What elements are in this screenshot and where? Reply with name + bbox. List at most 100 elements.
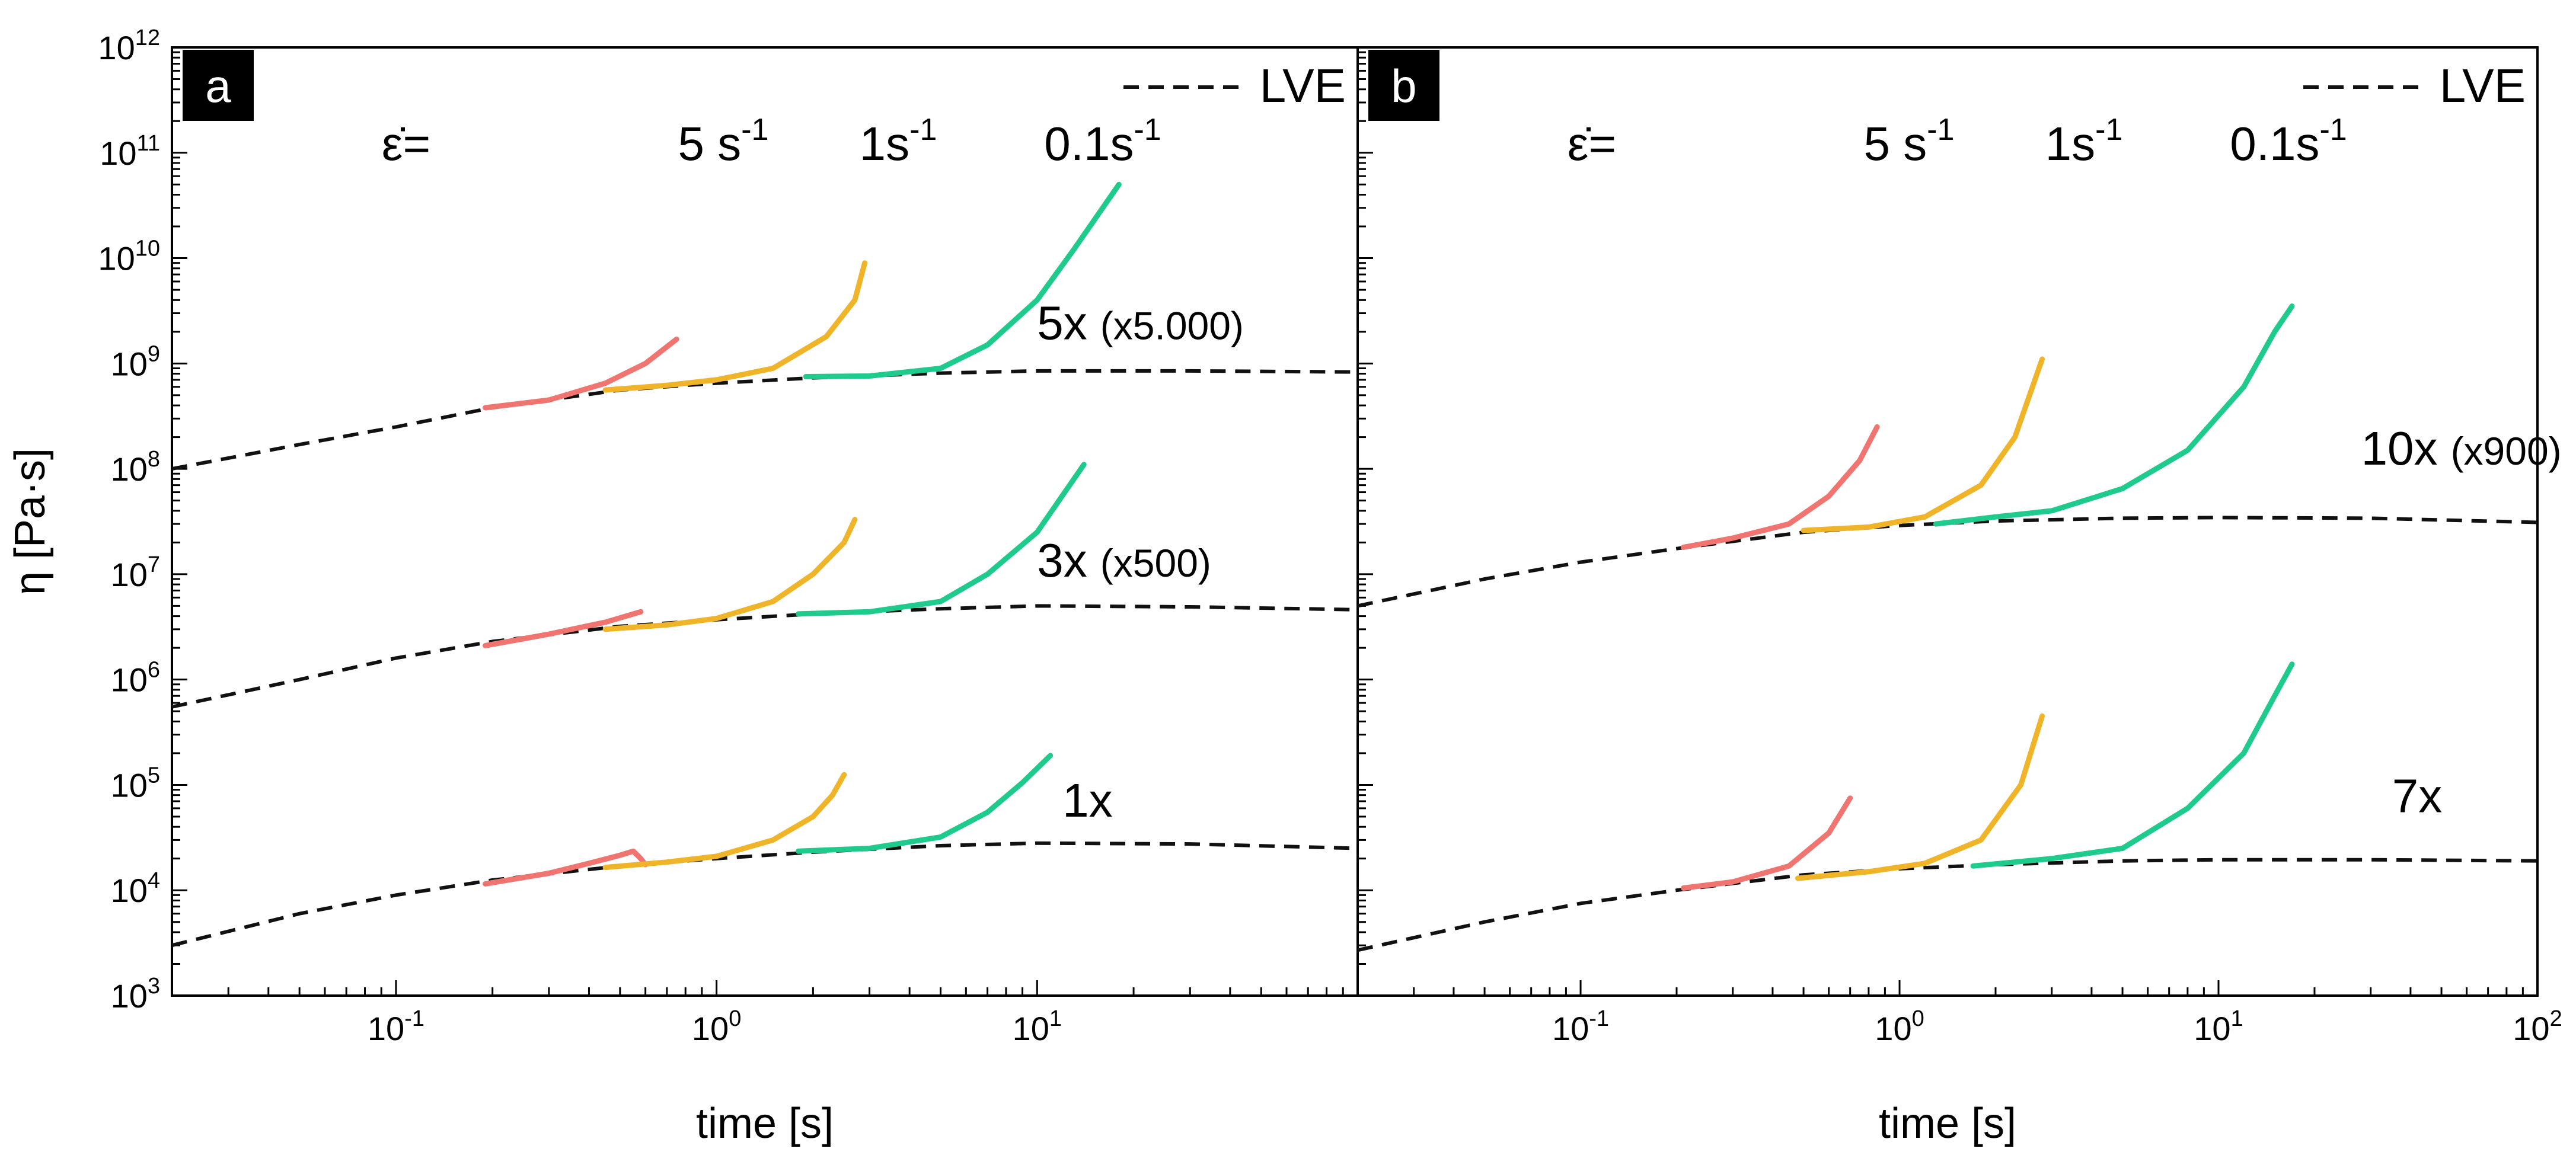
y-tick-label-base: 10 bbox=[111, 977, 148, 1015]
x-axis-label: time [s] bbox=[1879, 1100, 2016, 1147]
rate-unit-exp: -1 bbox=[1134, 113, 1161, 147]
rate-unit-exp: -1 bbox=[2319, 113, 2347, 147]
data-series-line bbox=[1933, 303, 2295, 527]
multiplier-value: 10x bbox=[2361, 422, 2438, 475]
multiplier-value: 7x bbox=[2392, 770, 2443, 823]
panel-letter: a bbox=[205, 60, 231, 112]
x-tick-label-exp: 1 bbox=[1049, 1006, 1062, 1031]
y-tick-label-exp: 5 bbox=[148, 763, 160, 788]
rate-label: 1s-1 bbox=[860, 113, 937, 170]
multiplier-label: 3x (x500) bbox=[1037, 534, 1211, 587]
x-tick-label-exp: 0 bbox=[729, 1006, 741, 1031]
y-tick-label-base: 10 bbox=[98, 29, 135, 66]
x-tick-label-base: 10 bbox=[368, 1010, 404, 1047]
y-tick-label-exp: 12 bbox=[135, 25, 160, 50]
x-tick-label-exp: 0 bbox=[1912, 1006, 1924, 1031]
shift-factor: (x900) bbox=[2451, 429, 2562, 473]
rate-label: 1s-1 bbox=[2045, 113, 2123, 170]
panel-badge bbox=[183, 50, 254, 121]
series-group bbox=[1357, 303, 2538, 952]
legend-label: LVE bbox=[1260, 59, 1346, 112]
data-series-line bbox=[483, 609, 644, 648]
legend: LVE bbox=[1123, 59, 1346, 112]
rate-prefix: ε̇= bbox=[382, 117, 430, 170]
rate-value: 5 s bbox=[678, 117, 742, 170]
data-series-line bbox=[602, 772, 847, 871]
series-group bbox=[171, 181, 1358, 948]
y-tick-label: 104 bbox=[111, 868, 160, 909]
annotations: 10x (x900) 7x bbox=[2361, 422, 2562, 823]
rate-label: 0.1s-1 bbox=[1044, 113, 1161, 170]
y-tick-label-exp: 3 bbox=[148, 974, 160, 999]
data-series-line bbox=[1795, 713, 2045, 881]
y-tick-label: 1011 bbox=[100, 131, 160, 172]
y-tick-label-base: 10 bbox=[100, 135, 136, 172]
panel-badge bbox=[1368, 50, 1439, 121]
data-series-line bbox=[602, 260, 868, 393]
data-series-line bbox=[483, 336, 679, 411]
x-tick-label-base: 10 bbox=[692, 1010, 729, 1047]
y-axis-label: η [Pa·s] bbox=[7, 448, 54, 595]
x-tick-label-base: 10 bbox=[1552, 1010, 1589, 1047]
y-tick-label: 1010 bbox=[98, 236, 160, 277]
y-tick-label-exp: 6 bbox=[148, 658, 160, 683]
rate-value: 0.1s bbox=[1044, 117, 1134, 170]
y-tick-label-exp: 8 bbox=[148, 447, 160, 472]
y-tick-label-base: 10 bbox=[111, 345, 148, 382]
plot-frame bbox=[1356, 46, 2539, 997]
x-tick-label-exp: -1 bbox=[404, 1006, 424, 1031]
y-axis bbox=[1358, 51, 1373, 997]
y-tick-label: 1012 bbox=[98, 25, 160, 66]
y-tick-label-exp: 7 bbox=[148, 552, 160, 577]
data-series-line bbox=[1680, 424, 1880, 550]
x-axis-label: time [s] bbox=[696, 1100, 834, 1147]
legend-label: LVE bbox=[2440, 59, 2526, 112]
y-tick-label-exp: 9 bbox=[148, 341, 160, 366]
y-tick-label: 103 bbox=[111, 974, 160, 1015]
rate-value: 1s bbox=[860, 117, 910, 170]
legend: LVE bbox=[2303, 59, 2526, 112]
data-series-line bbox=[1970, 661, 2295, 869]
multiplier-value: 5x bbox=[1037, 296, 1087, 349]
data-series-line bbox=[803, 181, 1122, 379]
y-tick-label-base: 10 bbox=[111, 766, 148, 804]
data-series-line bbox=[1680, 795, 1853, 891]
rate-value: 1s bbox=[2045, 117, 2096, 170]
x-tick-label-exp: -1 bbox=[1589, 1006, 1609, 1031]
x-tick-label: 100 bbox=[692, 1006, 741, 1047]
y-tick-label: 108 bbox=[111, 447, 160, 488]
rate-label: 5 s-1 bbox=[678, 113, 769, 170]
x-tick-label: 102 bbox=[2513, 1006, 2562, 1047]
lve-series-line bbox=[1357, 516, 2538, 608]
x-tick-label: 101 bbox=[2194, 1006, 2243, 1047]
x-tick-label-base: 10 bbox=[2194, 1010, 2230, 1047]
y-tick-label: 105 bbox=[111, 763, 160, 804]
shift-factor: (x500) bbox=[1100, 541, 1211, 585]
y-tick-label-base: 10 bbox=[111, 872, 148, 909]
rate-unit-exp: -1 bbox=[909, 113, 937, 147]
multiplier-label: 1x bbox=[1062, 774, 1113, 827]
strain-rate-header: ε̇= 5 s-1 1s-1 0.1s-1 bbox=[1568, 113, 2347, 170]
strain-rate-header: ε̇= 5 s-1 1s-1 0.1s-1 bbox=[382, 113, 1161, 170]
multiplier-label: 5x (x5.000) bbox=[1037, 296, 1244, 349]
multiplier-value: 3x bbox=[1037, 534, 1087, 587]
x-tick-label-base: 10 bbox=[2513, 1010, 2549, 1047]
y-tick-label-base: 10 bbox=[111, 450, 148, 488]
rate-unit-exp: -1 bbox=[1927, 113, 1954, 147]
x-tick-label: 10-1 bbox=[368, 1006, 424, 1047]
x-tick-label-base: 10 bbox=[1013, 1010, 1049, 1047]
y-tick-label: 109 bbox=[111, 341, 160, 382]
x-tick-label-base: 10 bbox=[1875, 1010, 1911, 1047]
multiplier-label: 10x (x900) bbox=[2361, 422, 2562, 475]
y-tick-label-base: 10 bbox=[111, 556, 148, 593]
y-tick-label-exp: 11 bbox=[137, 131, 160, 156]
y-tick-label: 106 bbox=[111, 658, 160, 699]
rate-prefix: ε̇= bbox=[1568, 117, 1616, 170]
